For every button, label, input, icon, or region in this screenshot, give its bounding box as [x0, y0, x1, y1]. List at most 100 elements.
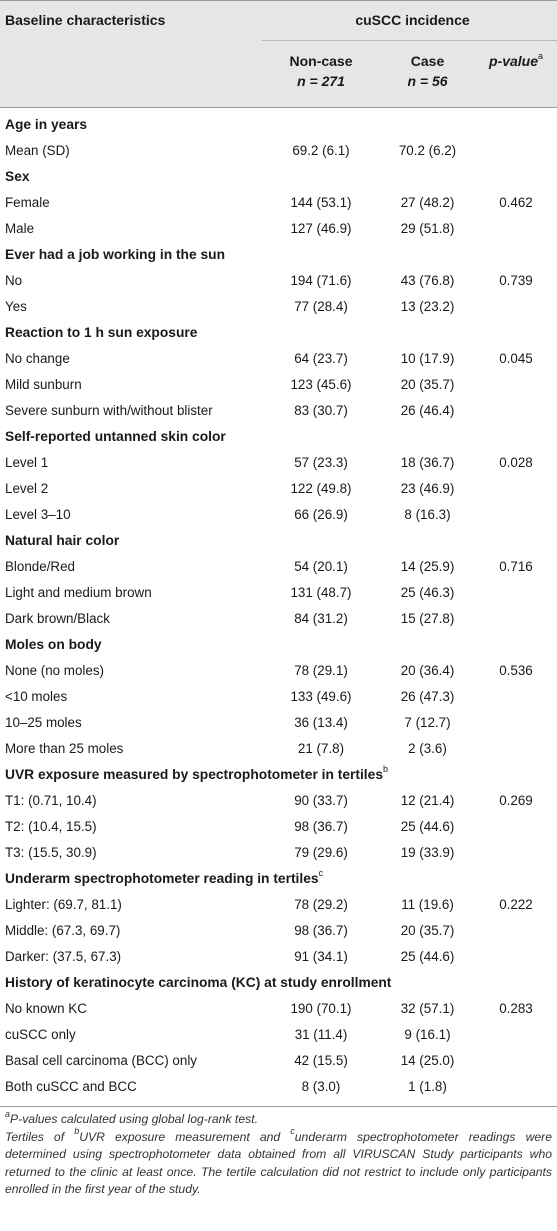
row-label: T3: (15.5, 30.9) [5, 840, 97, 866]
row-label: Dark brown/Black [5, 606, 110, 632]
case-n: n = 56 [407, 73, 448, 89]
case-value: 8 (16.3) [404, 507, 451, 522]
row-label: No [5, 268, 22, 294]
section-heading-row: Age in years [0, 112, 557, 138]
row-label: T2: (10.4, 15.5) [5, 814, 97, 840]
case-value: 10 (17.9) [400, 351, 455, 366]
row-label-text: Self-reported untanned skin color [5, 429, 226, 444]
row-label-text: No [5, 273, 23, 288]
table-row: T2: (10.4, 15.5) 98 (36.7) 25 (44.6) [0, 814, 557, 840]
row-label: <10 moles [5, 684, 67, 710]
row-label-text: Basal cell carcinoma (BCC) only [5, 1053, 197, 1068]
row-label-text: More than 25 moles [5, 741, 124, 756]
case-value: 43 (76.8) [400, 273, 455, 288]
row-label-text: Ever had a job working in the sun [5, 247, 226, 262]
table-header: Baseline characteristics cuSCC incidence… [0, 0, 557, 108]
case-label: Case [410, 53, 445, 69]
row-label-text: Age in years [5, 117, 88, 132]
row-label: Mean (SD) [5, 138, 70, 164]
case-value: 13 (23.2) [400, 299, 455, 314]
case-value: 27 (48.2) [400, 195, 455, 210]
footnote-tertile-prefix: Tertiles of [5, 1129, 75, 1144]
table-row: No known KC 190 (70.1) 32 (57.1) 0.283 [0, 996, 557, 1022]
row-label: Darker: (37.5, 67.3) [5, 944, 121, 970]
case-value: 70.2 (6.2) [398, 143, 457, 158]
row-label: Middle: (67.3, 69.7) [5, 918, 120, 944]
case-value: 29 (51.8) [400, 221, 455, 236]
row-label: Mild sunburn [5, 372, 82, 398]
row-label-text: Level 3–10 [5, 507, 71, 522]
case-value: 20 (36.4) [400, 663, 455, 678]
row-label: Male [5, 216, 34, 242]
row-label-text: T2: (10.4, 15.5) [5, 819, 97, 834]
row-label: Female [5, 190, 50, 216]
noncase-label: Non-case [289, 53, 353, 69]
table-row: Middle: (67.3, 69.7) 98 (36.7) 20 (35.7) [0, 918, 557, 944]
cuscc-incidence-heading: cuSCC incidence [355, 12, 470, 28]
table-row: Both cuSCC and BCC 8 (3.0) 1 (1.8) [0, 1074, 557, 1100]
noncase-value: 57 (23.3) [294, 455, 348, 470]
noncase-value: 123 (45.6) [290, 377, 352, 392]
case-value: 7 (12.7) [404, 715, 451, 730]
noncase-n: n = 271 [297, 73, 345, 89]
section-heading: Self-reported untanned skin color [5, 424, 226, 450]
section-heading-row: Ever had a job working in the sun [0, 242, 557, 268]
case-value: 26 (46.4) [400, 403, 455, 418]
row-label-text: No change [5, 351, 70, 366]
pvalue-value: 0.716 [499, 559, 533, 574]
row-label-text: Light and medium brown [5, 585, 152, 600]
noncase-value: 36 (13.4) [294, 715, 348, 730]
table-row: Level 3–10 66 (26.9) 8 (16.3) [0, 502, 557, 528]
section-heading: Sex [5, 164, 30, 190]
footnote-c-text: underarm spectrophotometer readings were… [5, 1129, 552, 1197]
noncase-column-heading: Non-case n = 271 [262, 51, 380, 91]
footnote-b-marker: b [74, 1126, 80, 1137]
row-label-text: Middle: (67.3, 69.7) [5, 923, 121, 938]
section-heading: Age in years [5, 112, 87, 138]
pvalue-value: 0.269 [499, 793, 533, 808]
case-value: 14 (25.0) [400, 1053, 455, 1068]
row-label-text: Blonde/Red [5, 559, 75, 574]
row-label-text: Female [5, 195, 50, 210]
table-row: Yes 77 (28.4) 13 (23.2) [0, 294, 557, 320]
table-row: Level 2 122 (49.8) 23 (46.9) [0, 476, 557, 502]
row-label-text: T3: (15.5, 30.9) [5, 845, 97, 860]
case-value: 25 (44.6) [400, 819, 455, 834]
table-row: Female 144 (53.1) 27 (48.2) 0.462 [0, 190, 557, 216]
row-label-text: Dark brown/Black [5, 611, 110, 626]
row-label: More than 25 moles [5, 736, 123, 762]
header-row-top: Baseline characteristics cuSCC incidence [0, 1, 557, 41]
row-label: T1: (0.71, 10.4) [5, 788, 97, 814]
table-row: cuSCC only 31 (11.4) 9 (16.1) [0, 1022, 557, 1048]
row-label-text: Lighter: (69.7, 81.1) [5, 897, 122, 912]
footnote-a: aP-values calculated using global log-ra… [5, 1109, 552, 1129]
noncase-value: 190 (70.1) [290, 1001, 352, 1016]
noncase-value: 122 (49.8) [290, 481, 352, 496]
row-label: Severe sunburn with/without blister [5, 398, 213, 424]
noncase-value: 78 (29.2) [294, 897, 348, 912]
pvalue-value: 0.283 [499, 1001, 533, 1016]
row-label: Light and medium brown [5, 580, 152, 606]
baseline-characteristics-heading: Baseline characteristics [5, 12, 166, 28]
row-label-text: Sex [5, 169, 30, 184]
noncase-value: 64 (23.7) [294, 351, 348, 366]
section-heading-row: History of keratinocyte carcinoma (KC) a… [0, 970, 557, 996]
row-label-text: Reaction to 1 h sun exposure [5, 325, 198, 340]
pvalue-value: 0.222 [499, 897, 533, 912]
noncase-value: 91 (34.1) [294, 949, 348, 964]
noncase-value: 84 (31.2) [294, 611, 348, 626]
row-label-text: Natural hair color [5, 533, 120, 548]
row-label-text: cuSCC only [5, 1027, 76, 1042]
row-label: No known KC [5, 996, 87, 1022]
case-value: 18 (36.7) [400, 455, 455, 470]
pvalue-value: 0.045 [499, 351, 533, 366]
row-label: Basal cell carcinoma (BCC) only [5, 1048, 197, 1074]
row-label: Yes [5, 294, 27, 320]
section-heading-row: Reaction to 1 h sun exposure [0, 320, 557, 346]
row-label-text: None (no moles) [5, 663, 104, 678]
noncase-value: 78 (29.1) [294, 663, 348, 678]
case-value: 14 (25.9) [400, 559, 455, 574]
case-value: 12 (21.4) [400, 793, 455, 808]
row-label: None (no moles) [5, 658, 104, 684]
section-heading: Natural hair color [5, 528, 119, 554]
